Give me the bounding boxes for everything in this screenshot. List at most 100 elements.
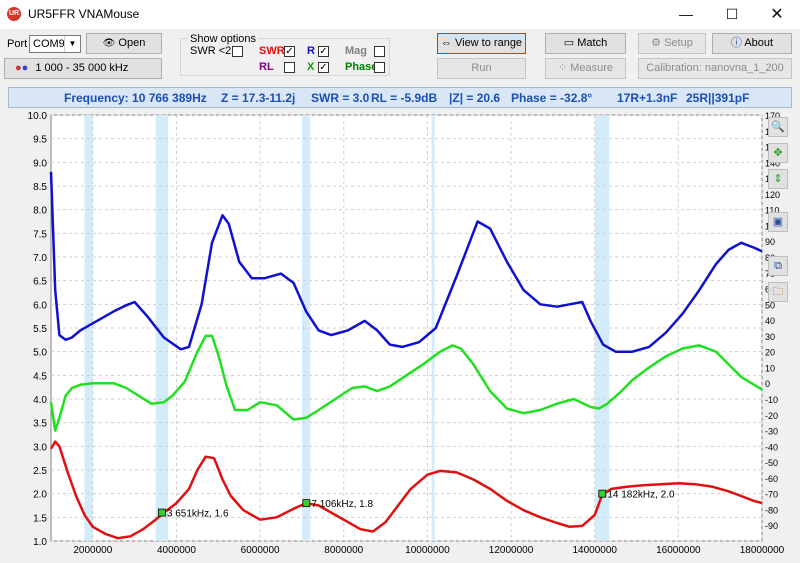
series-line-0 [49, 171, 763, 353]
y-right-tick-label: -20 [765, 411, 778, 421]
copy-button[interactable]: ⧉ [768, 256, 788, 276]
y-left-tick-label: 8.5 [33, 182, 47, 193]
y-left-tick-label: 9.5 [33, 135, 47, 146]
r-checkbox[interactable]: ✓ [318, 46, 329, 57]
y-right-tick-label: 30 [765, 332, 775, 342]
info-frequency: Frequency: 10 766 389Hz [64, 91, 207, 105]
vertical-scale-button[interactable]: ⇕ [768, 169, 788, 189]
range-icon: ⇔ [440, 37, 452, 49]
info-abs-z: |Z| = 20.6 [449, 91, 501, 105]
mag-checkbox[interactable] [374, 46, 385, 57]
swr2-checkbox[interactable] [232, 46, 243, 57]
fit-button[interactable]: ✥ [768, 143, 788, 163]
y-left-tick-label: 4.5 [33, 371, 47, 382]
marker-label: 3 651kHz, 1.6 [167, 509, 229, 520]
series-line-2 [49, 440, 763, 540]
x-tick-label: 18000000 [740, 545, 785, 556]
run-button[interactable]: Run [437, 58, 526, 79]
y-left-tick-label: 3.0 [33, 442, 47, 453]
zoom-icon: 🔍 [771, 121, 785, 133]
x-tick-label: 10000000 [405, 545, 450, 556]
y-left-tick-label: 1.5 [33, 513, 47, 524]
about-button[interactable]: ⓘ About [712, 33, 792, 54]
info-return-loss: RL = -5.9dB [371, 91, 438, 105]
swr-checkbox[interactable]: ✓ [284, 46, 295, 57]
range-dots-icon: ●● [15, 62, 29, 74]
app-icon: UR [7, 7, 21, 21]
save-button[interactable]: 🗀 [768, 282, 788, 302]
zoom-button[interactable]: 🔍 [768, 117, 788, 137]
measure-button-label: Measure [570, 62, 614, 74]
phase-checkbox[interactable] [374, 62, 385, 73]
y-right-tick-label: 90 [765, 237, 775, 247]
y-right-tick-label: 0 [765, 379, 770, 389]
y-right-tick-label: 120 [765, 190, 780, 200]
y-right-tick-label: -90 [765, 521, 778, 531]
fit-icon: ✥ [773, 147, 783, 159]
minimize-button[interactable]: — [679, 6, 693, 22]
port-label: Port [7, 38, 28, 50]
calibration-label: Calibration: nanovna_1_200 [646, 62, 784, 74]
y-right-tick-label: -10 [765, 395, 778, 405]
save-icon: 🗀 [772, 286, 784, 298]
x-label: X [307, 61, 315, 73]
open-button-label: Open [118, 37, 146, 49]
y-right-tick-label: -50 [765, 458, 778, 468]
y-left-tick-label: 6.0 [33, 300, 47, 311]
open-button[interactable]: 👁 Open [86, 33, 162, 54]
ham-band-highlight [431, 115, 435, 541]
copy-icon: ⧉ [774, 260, 782, 272]
swr2-label: SWR <2 [190, 45, 232, 57]
x-tick-label: 4000000 [157, 545, 196, 556]
y-left-tick-label: 4.0 [33, 395, 47, 406]
rl-label: RL [259, 61, 274, 73]
vertical-scale-icon: ⇕ [773, 173, 783, 185]
maximize-button[interactable]: ☐ [725, 6, 739, 22]
range-button[interactable]: ●● 1 000 - 35 000 kHz [4, 58, 162, 79]
screenshot-icon: ▣ [772, 216, 784, 228]
y-right-tick-label: -70 [765, 490, 778, 500]
marker-point [598, 489, 607, 498]
info-parallel-equivalent: 25R||391pF [686, 91, 750, 105]
about-button-label: About [744, 37, 774, 49]
info-series-equivalent: 17R+1.3nF [617, 91, 678, 105]
match-icon: ▭ [563, 37, 575, 49]
x-checkbox[interactable]: ✓ [318, 62, 329, 73]
view-to-range-label: View to range [454, 37, 523, 49]
port-value: COM9 [33, 38, 65, 50]
r-label: R [307, 45, 315, 57]
mag-label: Mag [345, 45, 367, 57]
info-icon: ⓘ [730, 37, 742, 49]
info-impedance: Z = 17.3-11.2j [221, 91, 296, 105]
show-options-group [180, 38, 390, 76]
window-title: UR5FFR VNAMouse [28, 7, 140, 21]
range-button-label: 1 000 - 35 000 kHz [35, 62, 129, 74]
rl-checkbox[interactable] [284, 62, 295, 73]
y-right-tick-label: -40 [765, 442, 778, 452]
plot-area [50, 114, 763, 542]
marker-point [302, 499, 311, 508]
screenshot-button[interactable]: ▣ [768, 212, 788, 232]
view-to-range-button[interactable]: ⇔ View to range [437, 33, 526, 54]
calibration-button[interactable]: Calibration: nanovna_1_200 [638, 58, 792, 79]
x-tick-label: 6000000 [241, 545, 280, 556]
y-right-tick-label: 20 [765, 348, 775, 358]
measure-button[interactable]: ⁘ Measure [545, 58, 626, 79]
y-left-tick-label: 5.0 [33, 348, 47, 359]
measurement-info-bar: Frequency: 10 766 389Hz Z = 17.3-11.2j S… [8, 87, 792, 108]
y-left-tick-label: 1.0 [33, 537, 47, 548]
x-tick-label: 2000000 [73, 545, 112, 556]
match-button[interactable]: ▭ Match [545, 33, 626, 54]
close-button[interactable]: ✕ [770, 6, 784, 23]
chevron-down-icon: ▼ [64, 36, 80, 52]
y-left-tick-label: 3.5 [33, 419, 47, 430]
x-tick-label: 14000000 [572, 545, 617, 556]
setup-button-label: Setup [664, 37, 693, 49]
y-left-tick-label: 7.5 [33, 229, 47, 240]
port-select[interactable]: COM9 ▼ [29, 35, 81, 53]
y-right-tick-label: 40 [765, 316, 775, 326]
marker-label: 7 106kHz, 1.8 [311, 499, 373, 510]
x-tick-label: 12000000 [489, 545, 534, 556]
setup-button[interactable]: ⚙ Setup [638, 33, 706, 54]
